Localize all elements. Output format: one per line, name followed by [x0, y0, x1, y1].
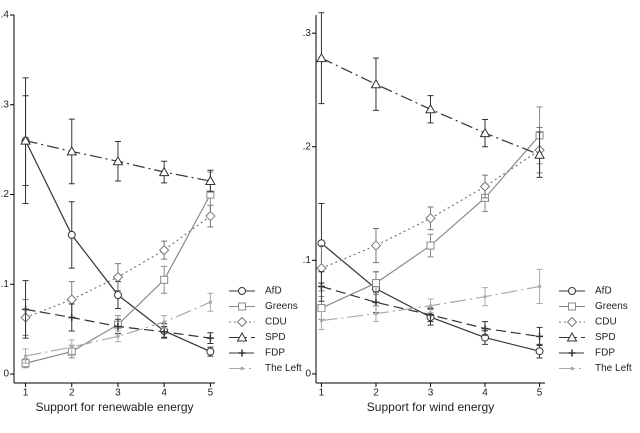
marker	[374, 312, 378, 316]
legend-marker	[240, 366, 244, 371]
legend-label: AfD	[595, 286, 612, 297]
legend-label: AfD	[265, 286, 282, 297]
legend-label: FDP	[265, 348, 285, 359]
legend-marker	[566, 331, 578, 342]
x-axis-label: Support for wind energy	[367, 400, 494, 414]
marker	[428, 304, 433, 308]
marker	[426, 241, 435, 250]
y-tick-label: .4	[1, 10, 10, 21]
marker	[425, 213, 436, 224]
marker	[68, 313, 76, 321]
legend-marker	[568, 302, 576, 311]
legend-label: CDU	[595, 317, 617, 328]
marker	[160, 328, 168, 336]
marker	[112, 271, 124, 283]
legend-label: The Left	[595, 363, 632, 374]
marker	[114, 322, 122, 330]
marker	[113, 291, 122, 300]
series-line	[25, 301, 211, 357]
legend-label: CDU	[265, 317, 287, 328]
marker	[206, 347, 215, 356]
x-tick-label: 1	[23, 388, 29, 399]
y-tick-label: .3	[303, 28, 312, 39]
marker	[205, 210, 216, 222]
x-tick-label: 4	[161, 388, 167, 399]
legend-label: Greens	[595, 301, 628, 312]
x-axis-label: Support for renewable energy	[35, 400, 193, 414]
marker	[319, 318, 324, 323]
y-tick-label: 0	[3, 369, 9, 380]
marker	[158, 166, 170, 177]
marker	[162, 320, 166, 324]
marker	[371, 279, 380, 288]
marker	[206, 334, 214, 342]
marker	[208, 300, 213, 304]
legend-marker	[236, 331, 248, 342]
marker	[66, 294, 77, 305]
y-tick-label: .2	[1, 189, 10, 200]
x-tick-label: 3	[115, 388, 121, 399]
legend-marker	[570, 366, 574, 371]
legend-label: The Left	[265, 363, 302, 374]
marker	[534, 149, 545, 159]
marker	[23, 354, 28, 358]
marker	[70, 345, 74, 349]
legend-marker	[238, 302, 246, 311]
y-tick-label: 0	[305, 369, 311, 380]
marker	[158, 244, 170, 256]
marker	[67, 230, 76, 239]
legend-label: FDP	[595, 348, 615, 359]
legend-marker	[236, 316, 248, 328]
marker	[317, 304, 326, 313]
legend-label: SPD	[595, 332, 616, 343]
legend-marker	[568, 287, 576, 295]
marker	[317, 282, 325, 290]
marker	[479, 127, 491, 138]
y-tick-label: .2	[303, 141, 312, 152]
marker	[481, 324, 489, 332]
marker	[205, 175, 216, 186]
y-tick-label: .3	[1, 99, 10, 110]
x-tick-label: 2	[69, 388, 75, 399]
marker	[479, 181, 491, 192]
legend-marker	[568, 349, 576, 357]
marker	[316, 52, 327, 63]
legend-marker	[238, 287, 246, 295]
marker	[483, 294, 487, 299]
marker	[535, 347, 544, 356]
y-tick-label: .1	[303, 255, 312, 266]
marker	[22, 305, 30, 313]
marker	[160, 275, 169, 284]
x-tick-label: 5	[208, 388, 214, 399]
marker	[20, 135, 31, 145]
x-tick-label: 5	[537, 388, 543, 399]
marker	[536, 332, 544, 340]
marker	[425, 103, 436, 114]
legend-label: Greens	[265, 301, 298, 312]
marker	[372, 298, 380, 306]
series-line	[321, 242, 540, 352]
x-tick-label: 3	[428, 388, 434, 399]
marker	[116, 334, 120, 339]
legend-marker	[238, 349, 246, 357]
marker	[112, 155, 124, 166]
marker	[66, 145, 78, 156]
x-tick-label: 2	[373, 388, 379, 399]
legend-marker	[566, 316, 578, 328]
legend-label: SPD	[265, 332, 286, 343]
marker	[370, 78, 382, 89]
y-tick-label: .1	[1, 279, 10, 290]
x-tick-label: 4	[482, 388, 488, 399]
marker	[370, 240, 382, 251]
marker	[537, 284, 542, 289]
x-tick-label: 1	[319, 388, 325, 399]
